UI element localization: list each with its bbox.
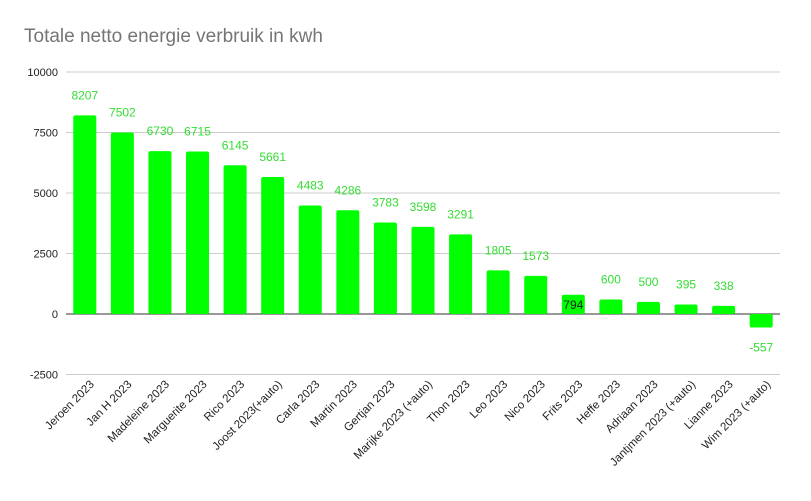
bar bbox=[73, 115, 97, 315]
data-label: 600 bbox=[601, 272, 621, 286]
data-label: 1573 bbox=[522, 249, 549, 263]
bar bbox=[636, 301, 660, 314]
data-labels: 8207 7502 6730 6715 6145 5661 4483 4286 3783 3598… bbox=[71, 88, 773, 354]
bar bbox=[373, 222, 397, 314]
bar bbox=[186, 151, 210, 314]
data-label: 8207 bbox=[71, 88, 98, 102]
data-label: 3598 bbox=[410, 200, 437, 214]
data-label: 3783 bbox=[372, 195, 399, 209]
data-label: 7502 bbox=[109, 105, 136, 119]
bar bbox=[599, 299, 623, 314]
chart-title: Totale netto energie verbruik in kwh bbox=[24, 26, 323, 47]
y-tick-label: 10000 bbox=[27, 67, 58, 79]
bar bbox=[298, 205, 322, 314]
data-label: 6715 bbox=[184, 124, 211, 138]
data-label: 4286 bbox=[334, 183, 361, 197]
data-label: 6145 bbox=[222, 138, 249, 152]
data-label: 395 bbox=[676, 277, 696, 291]
bar bbox=[411, 226, 435, 314]
gridlines bbox=[66, 71, 780, 375]
data-label: 4483 bbox=[297, 179, 324, 193]
y-tick-label: 0 bbox=[52, 309, 58, 321]
data-label: 3291 bbox=[447, 207, 474, 221]
bar bbox=[561, 294, 585, 314]
y-axis-ticks: -2500 0 2500 5000 7500 10000 bbox=[27, 67, 58, 382]
data-label: -557 bbox=[749, 340, 773, 354]
data-label: 338 bbox=[714, 279, 734, 293]
bar bbox=[486, 270, 510, 314]
x-tick-label: Wim 2023 (+auto) bbox=[700, 379, 773, 452]
bar bbox=[674, 304, 698, 314]
y-tick-label: 2500 bbox=[34, 249, 58, 261]
bar bbox=[749, 314, 773, 328]
data-label: 5661 bbox=[259, 150, 286, 164]
y-tick-label: 5000 bbox=[34, 188, 58, 200]
data-label: 500 bbox=[638, 275, 658, 289]
x-tick-label: Nico 2023 bbox=[503, 379, 548, 424]
x-tick-label: Joost 2023(+auto) bbox=[211, 379, 285, 453]
y-tick-label: 7500 bbox=[34, 128, 58, 140]
bar bbox=[524, 275, 548, 314]
bar bbox=[449, 234, 473, 314]
data-label: 1805 bbox=[485, 243, 512, 257]
bar bbox=[336, 210, 360, 314]
bars bbox=[73, 115, 773, 328]
bar bbox=[223, 165, 247, 314]
data-label: 794 bbox=[563, 298, 583, 312]
bar bbox=[110, 132, 134, 314]
bar bbox=[261, 177, 285, 314]
data-label: 6730 bbox=[147, 124, 174, 138]
bar bbox=[148, 151, 172, 314]
y-tick-label: -2500 bbox=[30, 370, 58, 382]
bar bbox=[712, 305, 736, 314]
